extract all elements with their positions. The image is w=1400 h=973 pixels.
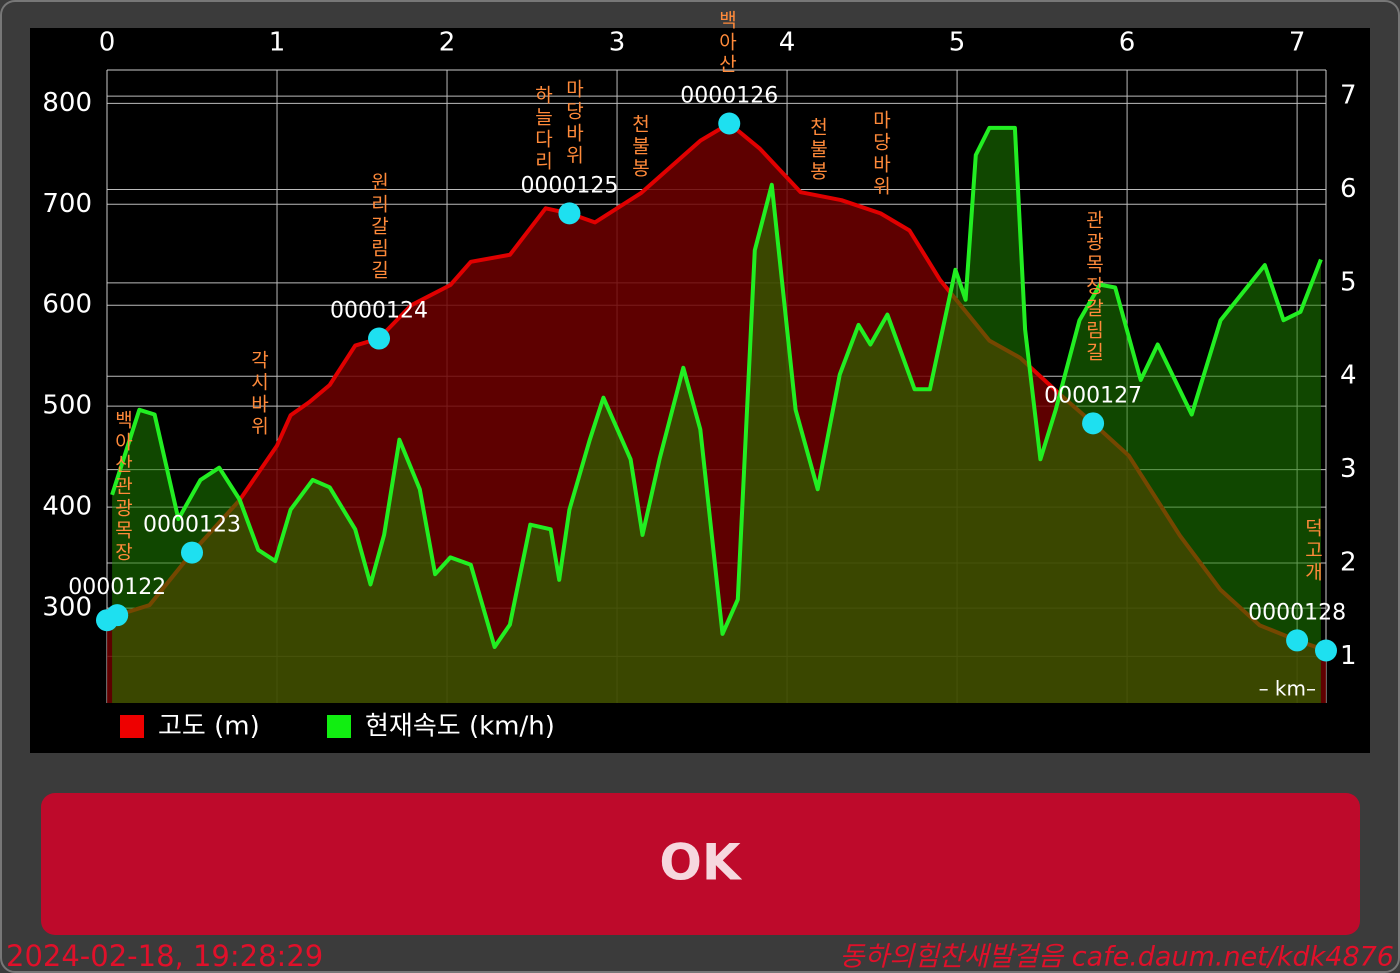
waypoint — [558, 202, 581, 225]
ok-label[interactable]: OK — [659, 834, 743, 892]
y-tick-label: 500 — [42, 391, 92, 421]
watermark: 동하의힘찬새발걸음 cafe.daum.net/kdk4876 — [840, 942, 1394, 973]
y2-tick-label: 5 — [1340, 267, 1357, 297]
waypoint-label: 0000124 — [330, 299, 428, 324]
waypoint-label: 0000123 — [143, 513, 241, 538]
timestamp: 2024-02-18, 19:28:29 — [6, 939, 323, 973]
area-fill — [112, 127, 1321, 703]
chart: 0 1 2 3 4 5 6 73004005006007008001234567백아산관광목장… — [42, 10, 1356, 742]
place-name: 덕고개 — [1302, 518, 1324, 584]
y-tick-label: 700 — [42, 189, 92, 219]
y-tick-label: 400 — [42, 492, 92, 522]
legend-label: 고도 (m) — [158, 712, 260, 742]
waypoint — [106, 604, 129, 627]
y2-tick-label: 3 — [1340, 454, 1357, 484]
waypoint-label: 0000128 — [1248, 600, 1346, 625]
y-tick-label: 600 — [42, 290, 92, 320]
waypoint-label: 0000125 — [520, 173, 618, 198]
legend-swatch — [327, 715, 351, 738]
series-line — [110, 125, 1323, 649]
waypoint-label: 0000126 — [680, 84, 778, 109]
waypoint — [1286, 629, 1309, 652]
y2-tick-label: 2 — [1340, 547, 1357, 577]
place-name: 마당바위 — [563, 79, 585, 167]
waypoint-label: 0000127 — [1044, 383, 1142, 408]
y2-tick-label: 4 — [1340, 361, 1357, 391]
place-name: 하늘다리 — [532, 85, 554, 173]
x-tick-label: 1 — [269, 28, 286, 58]
place-name: 백아산 — [716, 10, 738, 76]
x-tick-label: 7 — [1289, 28, 1306, 58]
ok-button[interactable] — [41, 793, 1360, 935]
waypoint-label: 0000122 — [68, 575, 166, 600]
y2-tick-label: 1 — [1340, 641, 1357, 671]
legend-label: 현재속도 (km/h) — [365, 712, 555, 742]
place-name: 관광목장갈림길 — [1083, 210, 1105, 364]
waypoint — [1315, 639, 1337, 662]
waypoint — [718, 112, 741, 135]
x-tick-label: 0 — [99, 28, 116, 58]
x-tick-label: 3 — [609, 28, 626, 58]
y-tick-label: 800 — [42, 88, 92, 118]
place-name: 천불봉 — [807, 117, 829, 183]
waypoint — [181, 541, 204, 564]
place-name: 천불봉 — [629, 114, 651, 180]
x-tick-label: 2 — [439, 28, 456, 58]
waypoint — [368, 327, 391, 350]
x-unit: – km– — [1259, 677, 1316, 701]
x-tick-label: 6 — [1119, 28, 1136, 58]
x-tick-label: 5 — [949, 28, 966, 58]
place-name: 원리갈림길 — [368, 172, 390, 282]
x-tick-label: 4 — [779, 28, 796, 58]
y2-tick-label: 6 — [1340, 174, 1357, 204]
place-name: 각시바위 — [248, 350, 270, 438]
y2-tick-label: 7 — [1340, 81, 1357, 111]
place-name: 백아산관광목장 — [112, 410, 134, 564]
legend-swatch — [120, 715, 144, 738]
waypoint — [1082, 412, 1105, 435]
place-name: 마당바위 — [870, 110, 892, 198]
y-tick-label: 300 — [42, 593, 92, 623]
